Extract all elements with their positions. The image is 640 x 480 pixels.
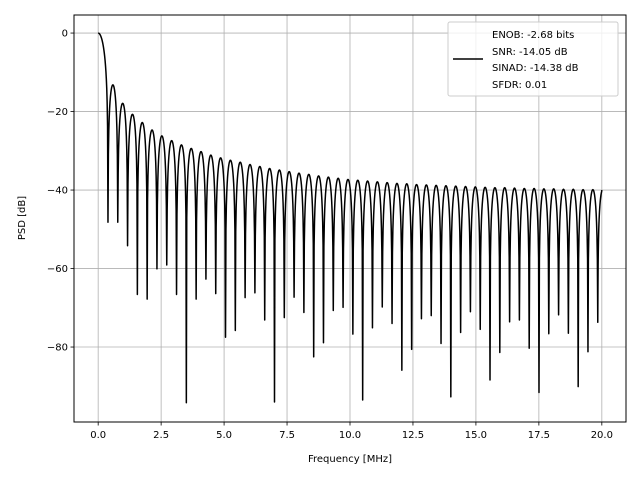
x-axis-label: Frequency [MHz] [308,454,392,465]
x-tick-label: 20.0 [591,430,613,441]
legend: ENOB: -2.68 bits SNR: -14.05 dB SINAD: -… [447,21,619,97]
y-tick-label: −60 [47,264,68,275]
x-tick-label: 2.5 [153,430,169,441]
legend-sfdr: SFDR: 0.01 [492,80,547,91]
legend-box [447,21,619,97]
legend-snr: SNR: -14.05 dB [492,47,568,58]
y-tick-label: −40 [47,186,68,197]
x-tick-label: 5.0 [216,430,232,441]
x-tick-label: 10.0 [339,430,361,441]
axes-frame [73,14,627,423]
x-tick-label: 15.0 [465,430,487,441]
legend-sinad: SINAD: -14.38 dB [492,63,579,74]
x-tick-label: 7.5 [279,430,295,441]
ticks: 0.0 2.5 5.0 7.5 10.0 12.5 15.0 17.5 20.0 0 −20 −40 −… [47,29,613,441]
y-tick-label: 0 [62,29,68,40]
legend-enob: ENOB: -2.68 bits [492,30,574,41]
x-tick-label: 0.0 [90,430,106,441]
y-tick-label: −80 [47,343,68,354]
y-tick-label: −20 [47,107,68,118]
x-tick-label: 17.5 [528,430,550,441]
y-axis-label: PSD [dB] [17,196,28,240]
psd-series-line [97,32,603,404]
x-tick-label: 12.5 [402,430,424,441]
